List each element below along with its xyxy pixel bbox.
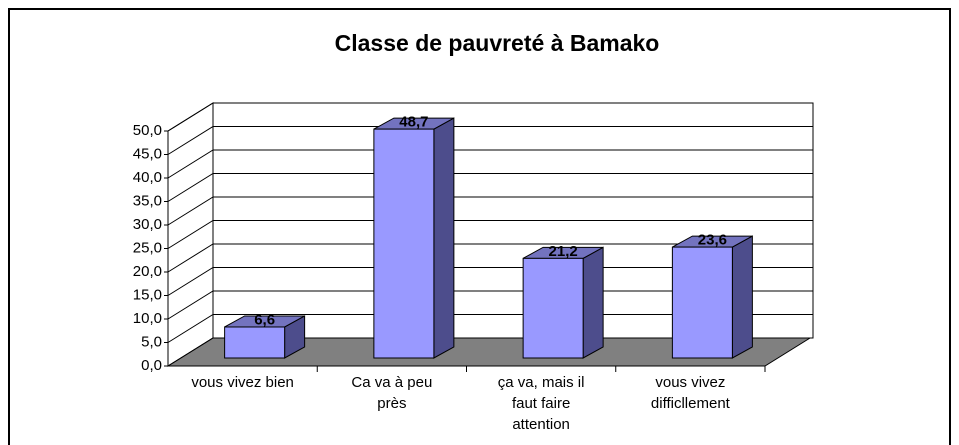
y-tick-label: 40,0 <box>133 169 162 186</box>
grid-line <box>167 220 813 249</box>
grid-line <box>167 126 813 155</box>
y-tick-label: 50,0 <box>133 122 162 139</box>
data-label: 21,2 <box>549 243 578 260</box>
grid-line <box>167 149 813 179</box>
bar <box>373 128 435 359</box>
grid-line <box>167 196 813 226</box>
data-label: 23,6 <box>698 232 727 249</box>
bar <box>522 257 584 359</box>
grid-line <box>167 173 813 202</box>
x-tick-label: Ca va à peu près <box>351 374 433 412</box>
bar-side <box>582 246 604 359</box>
y-tick-label: 5,0 <box>141 333 162 350</box>
y-tick-label: 30,0 <box>133 216 162 233</box>
grid-line <box>167 102 813 132</box>
y-tick-label: 15,0 <box>133 286 162 303</box>
grid-line <box>167 337 813 367</box>
y-tick-label: 45,0 <box>133 145 162 162</box>
bar-side <box>433 117 455 359</box>
y-tick-label: 0,0 <box>141 357 162 374</box>
grid-line <box>167 314 813 343</box>
y-tick-label: 20,0 <box>133 263 162 280</box>
x-tick-label: ça va, mais il faut faire attention <box>497 374 585 433</box>
grid-line <box>167 290 813 320</box>
y-tick-label: 25,0 <box>133 239 162 256</box>
y-tick-label: 10,0 <box>133 310 162 327</box>
y-tick-label: 35,0 <box>133 192 162 209</box>
bar <box>671 246 733 359</box>
grid-line <box>167 267 813 296</box>
bar-side <box>731 235 753 359</box>
bar <box>224 326 286 359</box>
grid-line <box>167 243 813 273</box>
x-tick-label: vous vivez difficllement <box>650 374 730 412</box>
x-tick-label: vous vivez bien <box>191 374 294 391</box>
chart-title: Classe de pauvreté à Bamako <box>335 30 660 56</box>
data-label: 6,6 <box>254 311 275 328</box>
data-label: 48,7 <box>399 114 428 131</box>
